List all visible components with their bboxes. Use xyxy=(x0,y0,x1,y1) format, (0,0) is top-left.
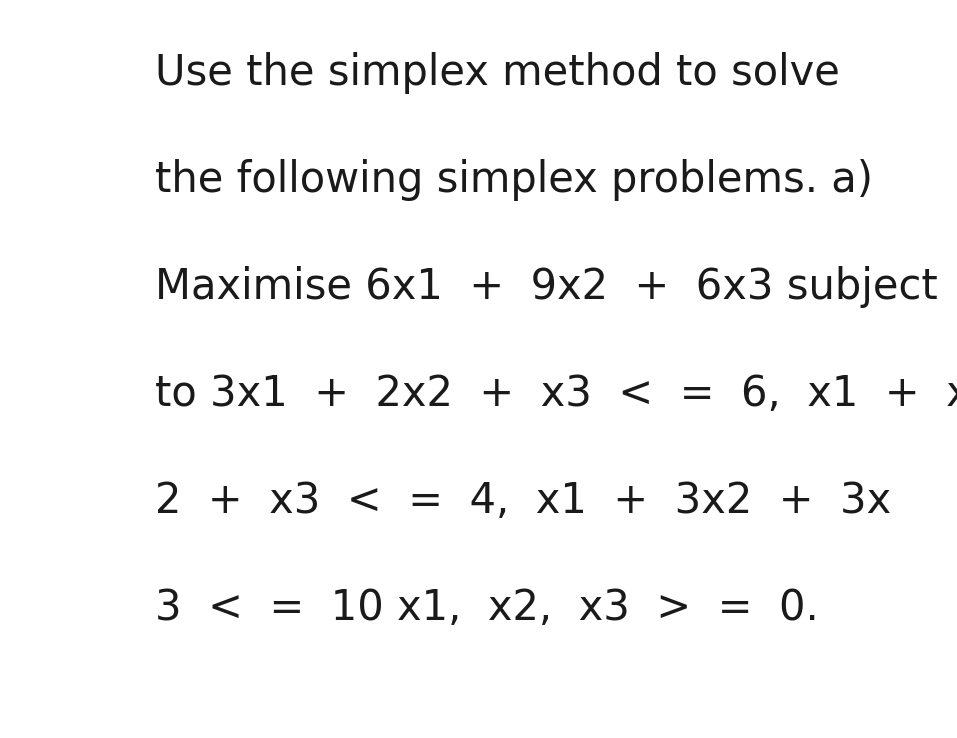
Text: Maximise 6x1  +  9x2  +  6x3 subject: Maximise 6x1 + 9x2 + 6x3 subject xyxy=(155,266,938,308)
Text: 3  <  =  10 x1,  x2,  x3  >  =  0.: 3 < = 10 x1, x2, x3 > = 0. xyxy=(155,587,819,629)
Text: to 3x1  +  2x2  +  x3  <  =  6,  x1  +  x: to 3x1 + 2x2 + x3 < = 6, x1 + x xyxy=(155,373,957,415)
Text: the following simplex problems. a): the following simplex problems. a) xyxy=(155,159,873,201)
Text: 2  +  x3  <  =  4,  x1  +  3x2  +  3x: 2 + x3 < = 4, x1 + 3x2 + 3x xyxy=(155,480,891,522)
Text: Use the simplex method to solve: Use the simplex method to solve xyxy=(155,52,840,94)
